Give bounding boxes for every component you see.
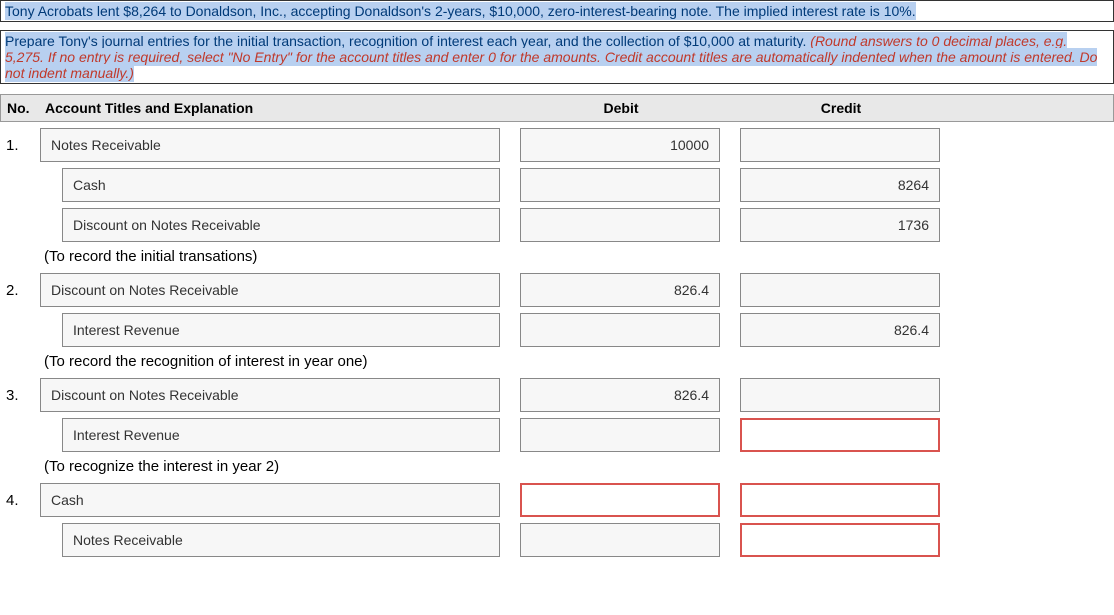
account-title-input[interactable] <box>62 168 500 202</box>
credit-input[interactable] <box>740 418 940 452</box>
credit-cell <box>730 418 950 452</box>
debit-cell <box>510 523 730 557</box>
explanation-row: (To record the initial transations) <box>0 248 1114 265</box>
credit-input[interactable] <box>740 378 940 412</box>
debit-input[interactable] <box>520 523 720 557</box>
account-cell <box>40 273 510 307</box>
debit-input[interactable] <box>520 378 720 412</box>
account-title-input[interactable] <box>40 378 500 412</box>
header-credit: Credit <box>731 100 951 116</box>
debit-cell <box>510 273 730 307</box>
explanation-row: (To record the recognition of interest i… <box>0 353 1114 370</box>
credit-input[interactable] <box>740 168 940 202</box>
account-title-input[interactable] <box>62 523 500 557</box>
table-header-row: No. Account Titles and Explanation Debit… <box>0 94 1114 122</box>
header-debit: Debit <box>511 100 731 116</box>
row-number: 4. <box>0 492 40 509</box>
account-cell <box>40 378 510 412</box>
question-line-2: Prepare Tony's journal entries for the i… <box>0 30 1114 84</box>
header-no: No. <box>1 100 41 116</box>
debit-cell <box>510 418 730 452</box>
debit-cell <box>510 483 730 517</box>
table-row: 2. <box>0 273 1114 307</box>
debit-input[interactable] <box>520 418 720 452</box>
debit-input[interactable] <box>520 128 720 162</box>
table-row <box>0 418 1114 452</box>
credit-input[interactable] <box>740 483 940 517</box>
credit-input[interactable] <box>740 273 940 307</box>
credit-cell <box>730 313 950 347</box>
debit-input[interactable] <box>520 483 720 517</box>
question-text-1: Tony Acrobats lent $8,264 to Donaldson, … <box>5 2 916 20</box>
explanation-text: (To record the recognition of interest i… <box>44 353 368 370</box>
row-number: 3. <box>0 387 40 404</box>
account-cell <box>40 418 510 452</box>
debit-cell <box>510 128 730 162</box>
credit-input[interactable] <box>740 128 940 162</box>
account-title-input[interactable] <box>40 273 500 307</box>
debit-cell <box>510 168 730 202</box>
account-title-input[interactable] <box>40 483 500 517</box>
account-title-input[interactable] <box>62 313 500 347</box>
debit-input[interactable] <box>520 208 720 242</box>
credit-input[interactable] <box>740 313 940 347</box>
question-line-1: Tony Acrobats lent $8,264 to Donaldson, … <box>0 0 1114 22</box>
account-title-input[interactable] <box>62 418 500 452</box>
debit-input[interactable] <box>520 273 720 307</box>
debit-cell <box>510 313 730 347</box>
table-row <box>0 208 1114 242</box>
account-cell <box>40 208 510 242</box>
account-title-input[interactable] <box>40 128 500 162</box>
account-cell <box>40 313 510 347</box>
table-row <box>0 523 1114 557</box>
account-title-input[interactable] <box>62 208 500 242</box>
credit-cell <box>730 208 950 242</box>
credit-input[interactable] <box>740 208 940 242</box>
credit-cell <box>730 483 950 517</box>
debit-input[interactable] <box>520 168 720 202</box>
row-number: 2. <box>0 282 40 299</box>
credit-cell <box>730 273 950 307</box>
credit-input[interactable] <box>740 523 940 557</box>
account-cell <box>40 168 510 202</box>
journal-table: No. Account Titles and Explanation Debit… <box>0 94 1114 557</box>
table-row: 1. <box>0 128 1114 162</box>
credit-cell <box>730 168 950 202</box>
table-row <box>0 313 1114 347</box>
debit-cell <box>510 378 730 412</box>
explanation-text: (To recognize the interest in year 2) <box>44 458 279 475</box>
header-account: Account Titles and Explanation <box>41 100 511 116</box>
table-row: 4. <box>0 483 1114 517</box>
explanation-row: (To recognize the interest in year 2) <box>0 458 1114 475</box>
table-row: 3. <box>0 378 1114 412</box>
credit-cell <box>730 378 950 412</box>
table-row <box>0 168 1114 202</box>
row-number: 1. <box>0 137 40 154</box>
account-cell <box>40 483 510 517</box>
credit-cell <box>730 128 950 162</box>
debit-input[interactable] <box>520 313 720 347</box>
debit-cell <box>510 208 730 242</box>
credit-cell <box>730 523 950 557</box>
account-cell <box>40 523 510 557</box>
explanation-text: (To record the initial transations) <box>44 248 257 265</box>
account-cell <box>40 128 510 162</box>
